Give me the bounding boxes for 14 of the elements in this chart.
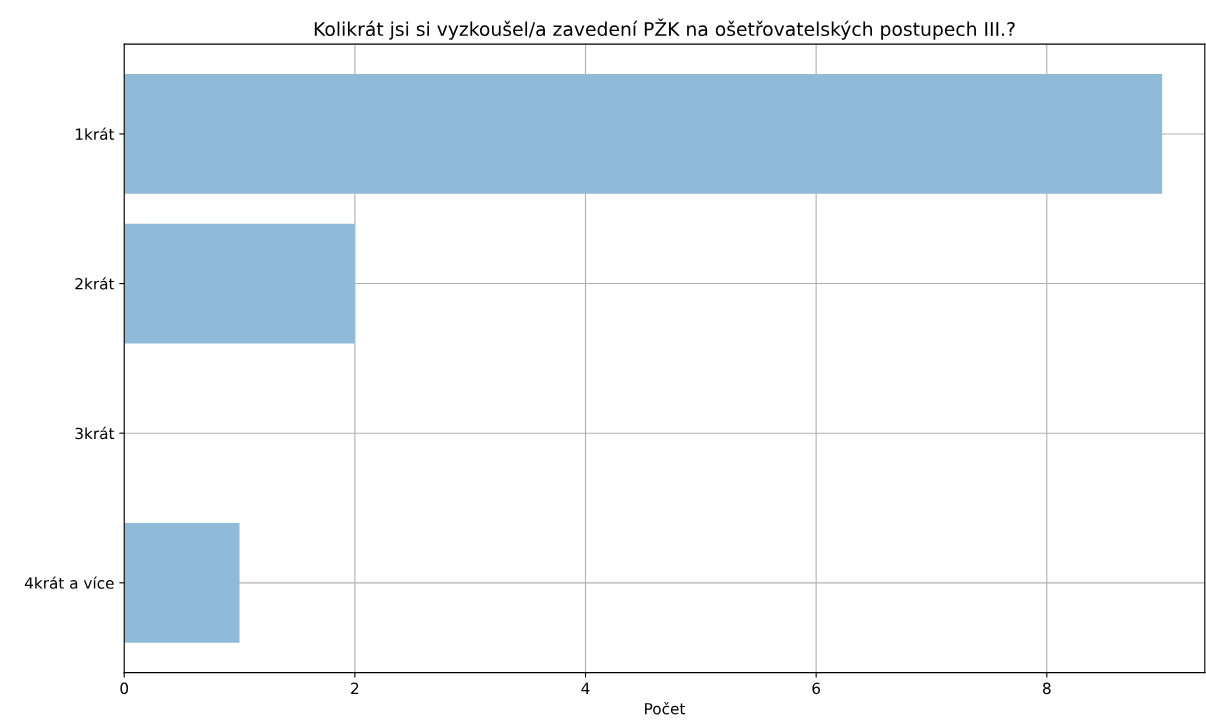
y-tick-label: 3krát [75, 426, 115, 440]
x-tick-label: 4 [581, 682, 590, 694]
x-tick-label: 8 [1042, 682, 1051, 695]
y-tick-label: 4krát a více [24, 576, 114, 589]
x-axis-title: Počet [645, 702, 686, 715]
bar [124, 522, 240, 643]
x-tick-label: 6 [812, 682, 821, 695]
x-tick-label: 0 [120, 682, 129, 695]
bar [124, 74, 1163, 194]
x-tick-label: 2 [351, 682, 359, 694]
y-tick-label: 2krát [75, 277, 115, 290]
chart-title: Kolikrát jsi si vyzkoušel/a zavedení PŽK na ošetřovatelských postupech III.? [314, 18, 1015, 40]
y-tick-label: 1krát [75, 127, 115, 140]
bar [124, 223, 355, 344]
